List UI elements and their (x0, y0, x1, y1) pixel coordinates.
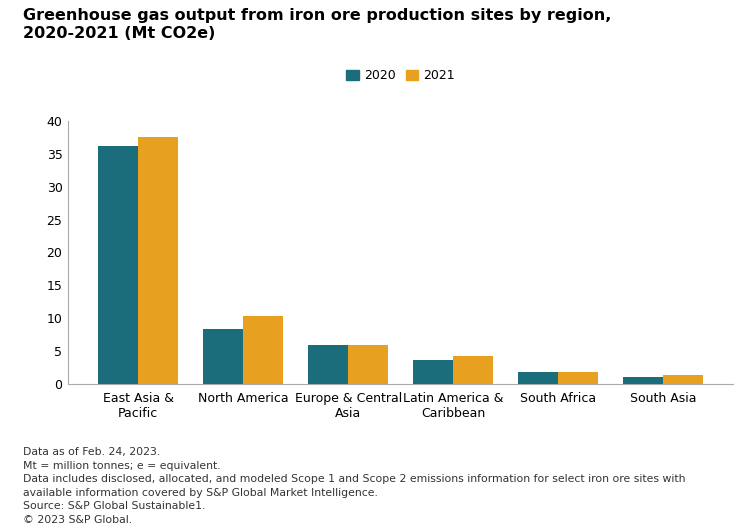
Bar (308, 345, 349, 384)
Bar (414, 360, 453, 384)
Legend: 2020, 2021: 2020, 2021 (346, 69, 455, 83)
Bar (663, 376, 703, 384)
Bar (138, 137, 178, 384)
Bar (558, 372, 598, 384)
Bar (519, 372, 558, 384)
Text: Greenhouse gas output from iron ore production sites by region,
2020-2021 (Mt CO: Greenhouse gas output from iron ore prod… (23, 8, 611, 42)
Bar (98, 146, 138, 384)
Bar (243, 316, 283, 384)
Bar (453, 357, 493, 384)
Bar (623, 377, 663, 384)
Bar (349, 345, 388, 384)
Text: Data as of Feb. 24, 2023.
Mt = million tonnes; e = equivalent.
Data includes dis: Data as of Feb. 24, 2023. Mt = million t… (23, 447, 685, 525)
Bar (203, 329, 243, 384)
